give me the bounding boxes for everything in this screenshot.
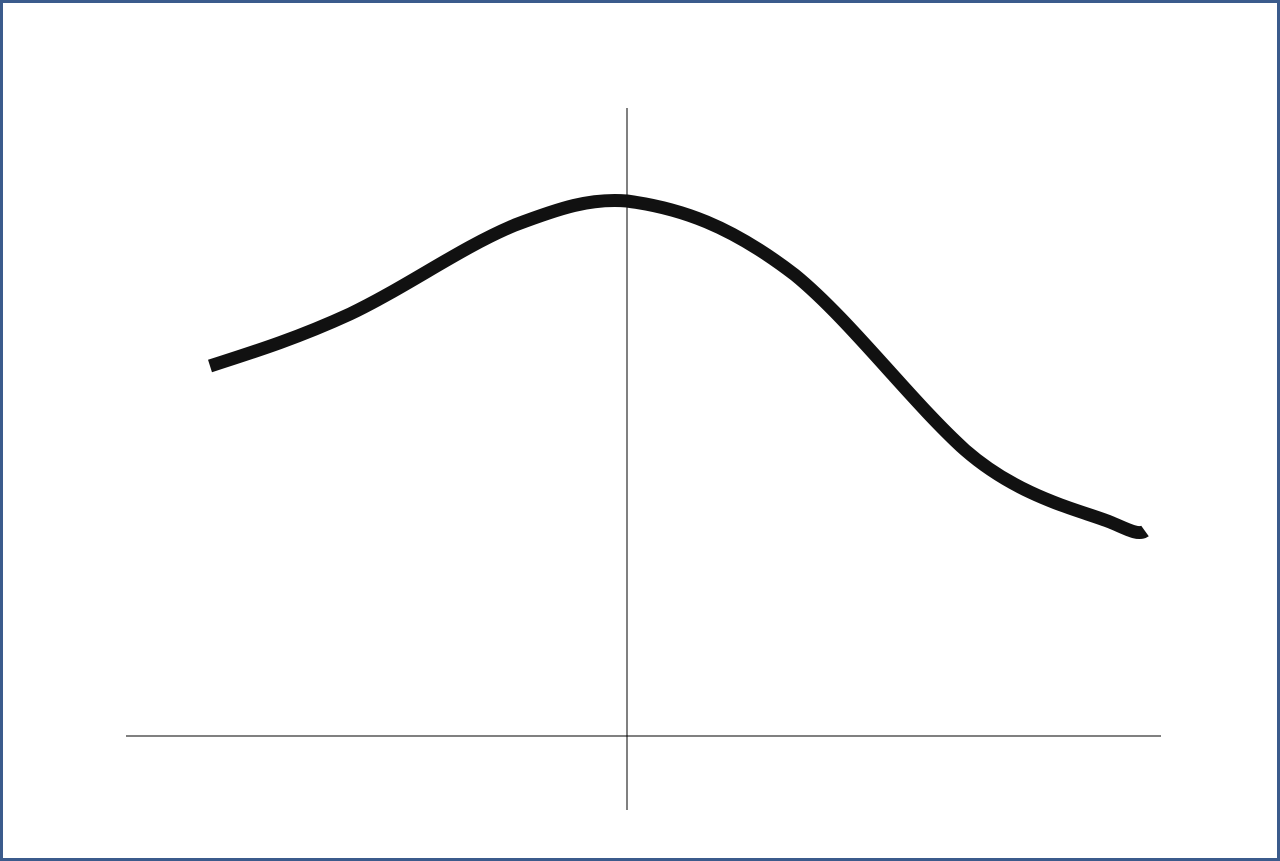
curve: [208, 194, 1149, 540]
